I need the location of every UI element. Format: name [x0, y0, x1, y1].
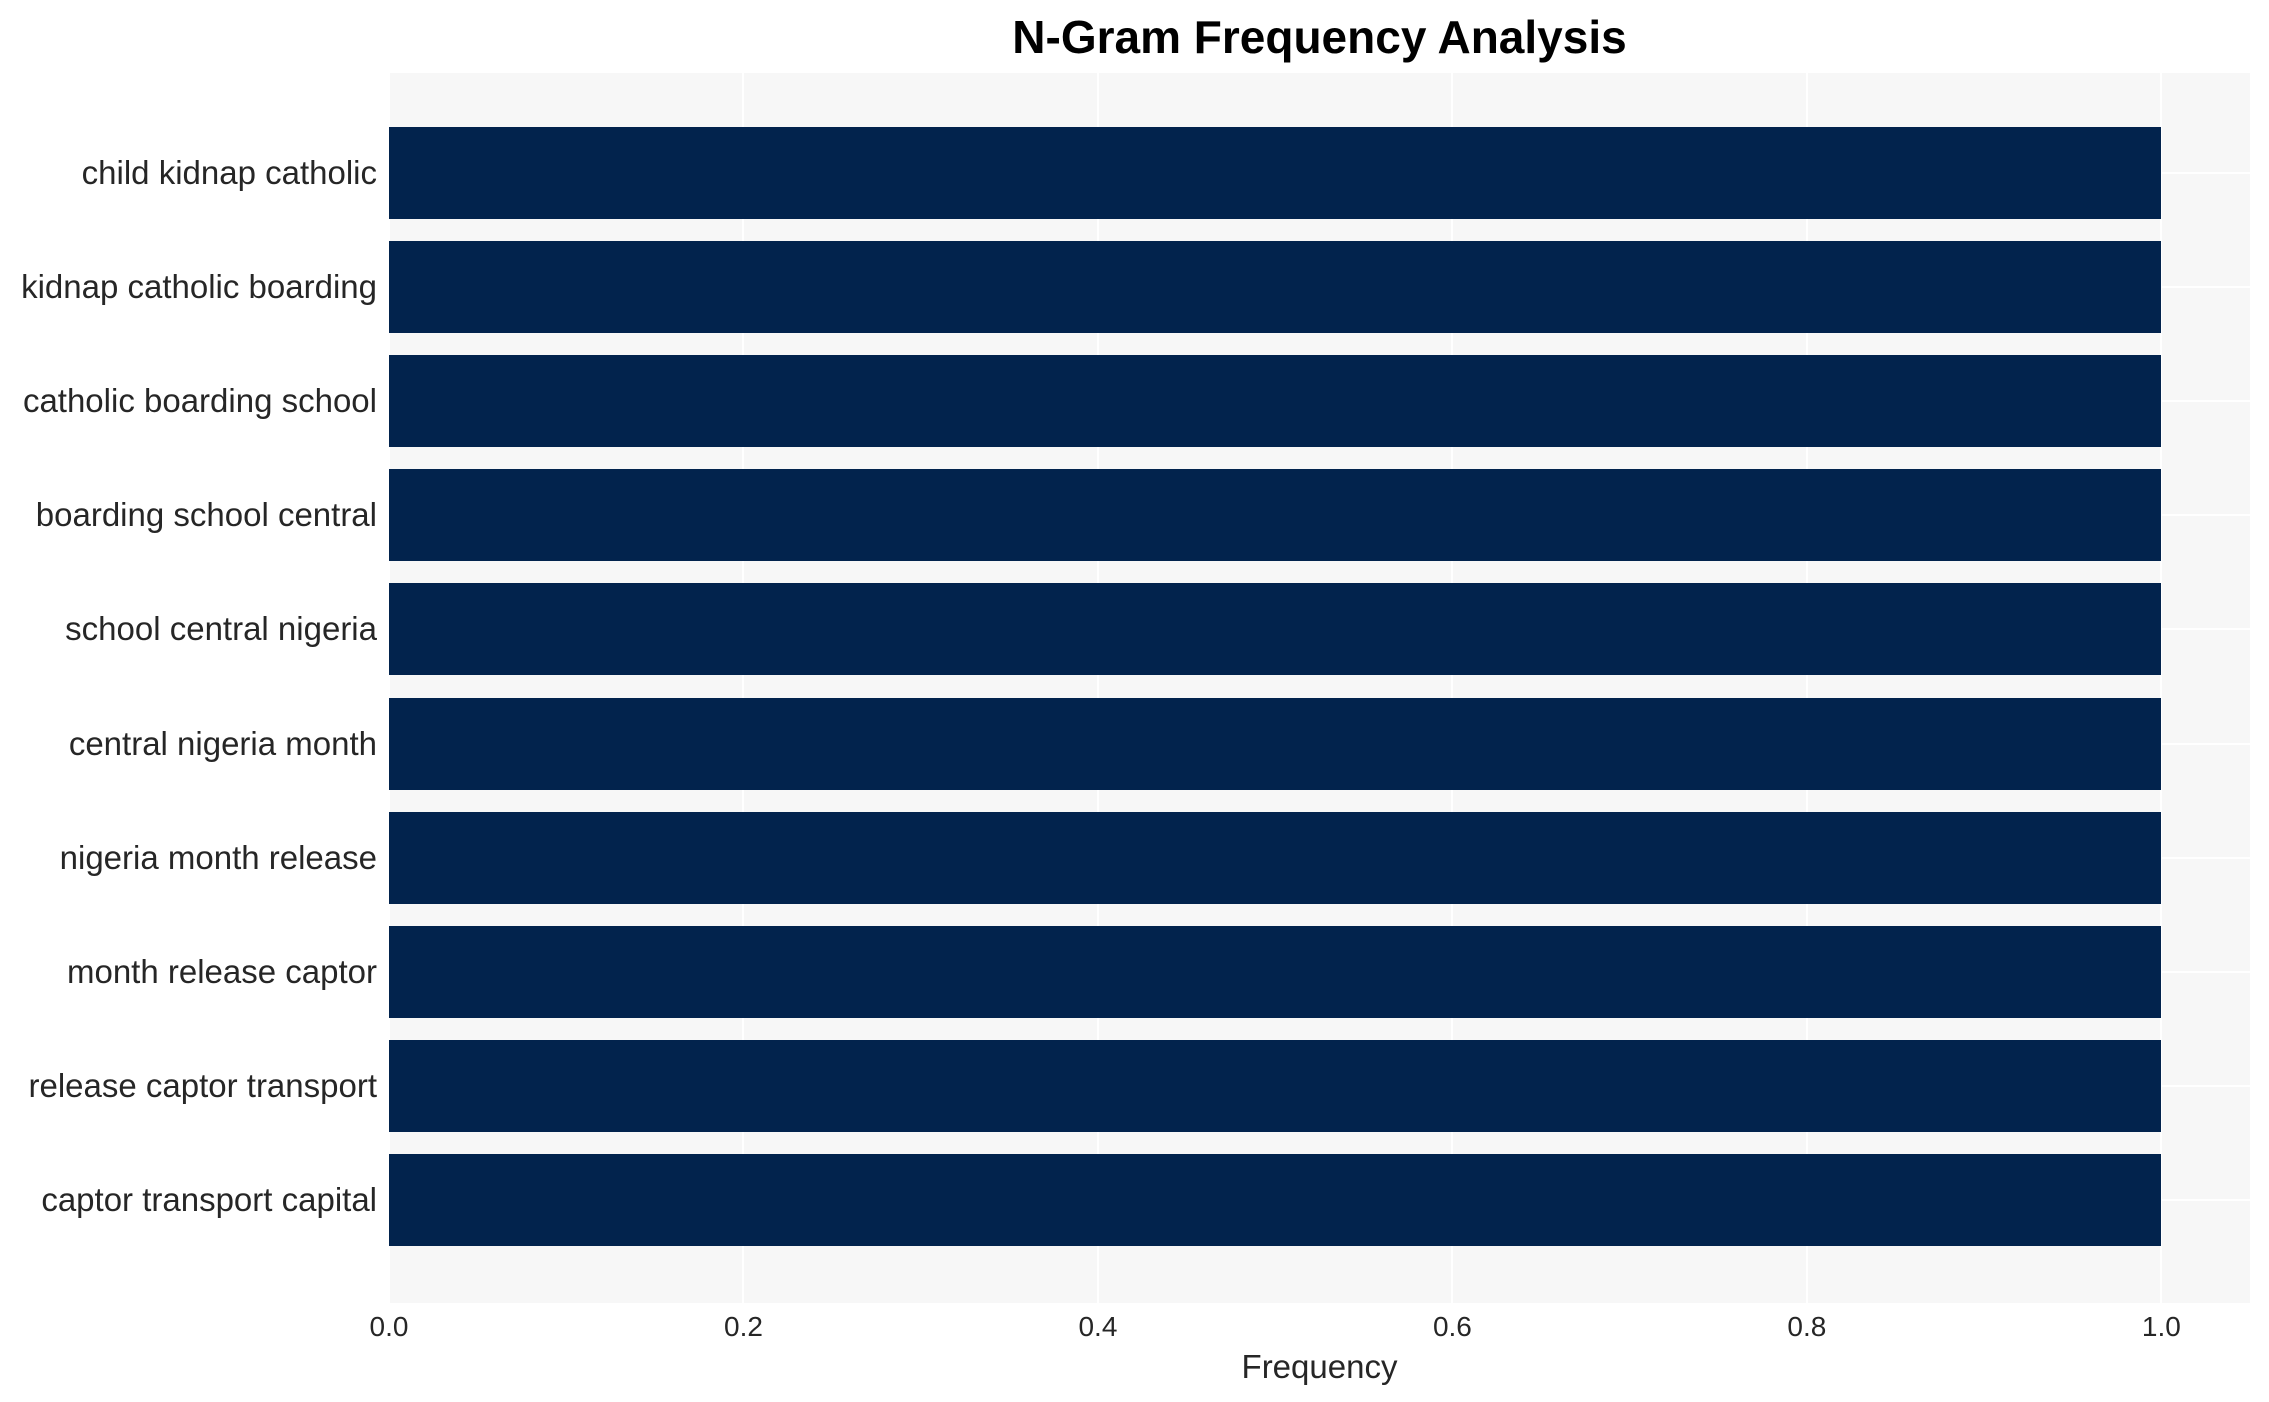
bar-row: nigeria month release [0, 801, 2250, 915]
bar-row: captor transport capital [0, 1143, 2250, 1257]
y-tick-label: school central nigeria [65, 610, 377, 648]
bar-track [389, 1153, 2250, 1246]
bar-track [389, 469, 2250, 562]
bar-track [389, 127, 2250, 220]
bar-row: boarding school central [0, 458, 2250, 572]
y-tick-label: captor transport capital [41, 1180, 377, 1218]
bar [389, 469, 2162, 562]
bar [389, 925, 2162, 1018]
bar-track [389, 583, 2250, 676]
bar [389, 1039, 2162, 1132]
x-tick-label: 0.2 [724, 1311, 763, 1342]
x-gridline [1096, 73, 1099, 1303]
bar-track [389, 811, 2250, 904]
bar-row: school central nigeria [0, 572, 2250, 686]
x-gridline [742, 73, 745, 1303]
bar [389, 241, 2162, 334]
bar-track [389, 1039, 2250, 1132]
x-gridline [1451, 73, 1454, 1303]
bar-track [389, 697, 2250, 790]
x-tick-label: 0.0 [369, 1311, 409, 1342]
x-tick-label: 1.0 [2141, 1311, 2181, 1342]
x-tick-label: 0.8 [1787, 1311, 1827, 1342]
x-gridline [1805, 73, 1808, 1303]
bar-row: child kidnap catholic [0, 116, 2250, 230]
bars-region: child kidnap catholic kidnap catholic bo… [0, 73, 2250, 1303]
bar [389, 811, 2162, 904]
bar [389, 697, 2162, 790]
x-gridline [389, 73, 390, 1303]
bar-row: catholic boarding school [0, 344, 2250, 458]
bar [389, 355, 2162, 448]
y-tick-label: nigeria month release [59, 838, 377, 876]
bar-row: release captor transport [0, 1029, 2250, 1143]
bar-row: kidnap catholic boarding [0, 230, 2250, 344]
y-tick-label: central nigeria month [68, 724, 377, 762]
y-tick-label: catholic boarding school [22, 382, 377, 420]
bar-row: central nigeria month [0, 686, 2250, 800]
bar-track [389, 241, 2250, 334]
bar [389, 1153, 2162, 1246]
y-tick-label: kidnap catholic boarding [21, 268, 377, 306]
x-tick-label: 0.6 [1432, 1311, 1472, 1342]
x-gridline [2160, 73, 2163, 1303]
y-tick-label: release captor transport [28, 1066, 377, 1104]
x-axis-label: Frequency [1241, 1348, 1398, 1385]
y-tick-label: boarding school central [35, 496, 377, 534]
bar-track [389, 925, 2250, 1018]
x-tick-label: 0.4 [1078, 1311, 1118, 1342]
bar-row: month release captor [0, 915, 2250, 1029]
chart-title: N-Gram Frequency Analysis [1012, 11, 1627, 63]
bar [389, 583, 2162, 676]
bar-track [389, 355, 2250, 448]
bar [389, 127, 2162, 220]
y-tick-label: child kidnap catholic [81, 154, 377, 192]
y-tick-label: month release captor [66, 952, 377, 990]
x-axis-ticks: 0.0 0.2 0.4 0.6 0.8 1.0 [370, 1303, 2250, 1353]
